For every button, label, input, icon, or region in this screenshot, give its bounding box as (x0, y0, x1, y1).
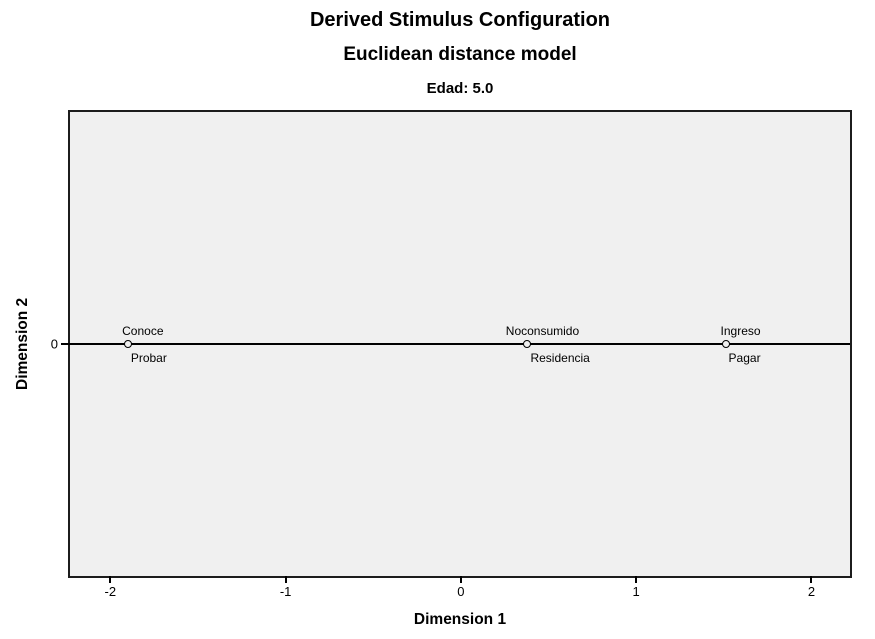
y-tick (61, 343, 70, 345)
panel-label: Edad: 5.0 (426, 80, 494, 97)
point-label-below: Pagar (728, 351, 761, 365)
point-label-above: Conoce (122, 324, 164, 338)
x-tick-label: 2 (807, 584, 816, 599)
point-label-below: Probar (130, 351, 167, 365)
x-tick-label: -2 (104, 584, 117, 599)
zero-reference-line (70, 343, 850, 345)
y-axis-title: Dimension 2 (14, 297, 31, 391)
point-marker (721, 340, 730, 348)
point-label-above: Noconsumido (505, 324, 580, 338)
x-tick (635, 576, 638, 583)
y-tick-label: 0 (50, 336, 58, 352)
x-tick-label: 0 (457, 584, 465, 599)
x-tick (109, 576, 112, 583)
point-label-above: Ingreso (720, 324, 761, 338)
x-tick (284, 576, 287, 583)
point-marker (523, 340, 532, 348)
point-label-below: Residencia (530, 351, 590, 365)
x-axis-title: Dimension 1 (413, 611, 507, 628)
x-tick-label: -1 (279, 584, 292, 599)
x-tick-label: 1 (632, 584, 640, 599)
chart-subtitle: Euclidean distance model (343, 44, 577, 65)
point-marker (123, 340, 132, 348)
chart-title: Derived Stimulus Configuration (309, 9, 611, 31)
plot-area: -2 -1 0 1 2 0 Conoce Probar Noconsumido Residenci… (51, 110, 852, 598)
x-tick (459, 576, 462, 583)
x-tick (810, 576, 813, 583)
